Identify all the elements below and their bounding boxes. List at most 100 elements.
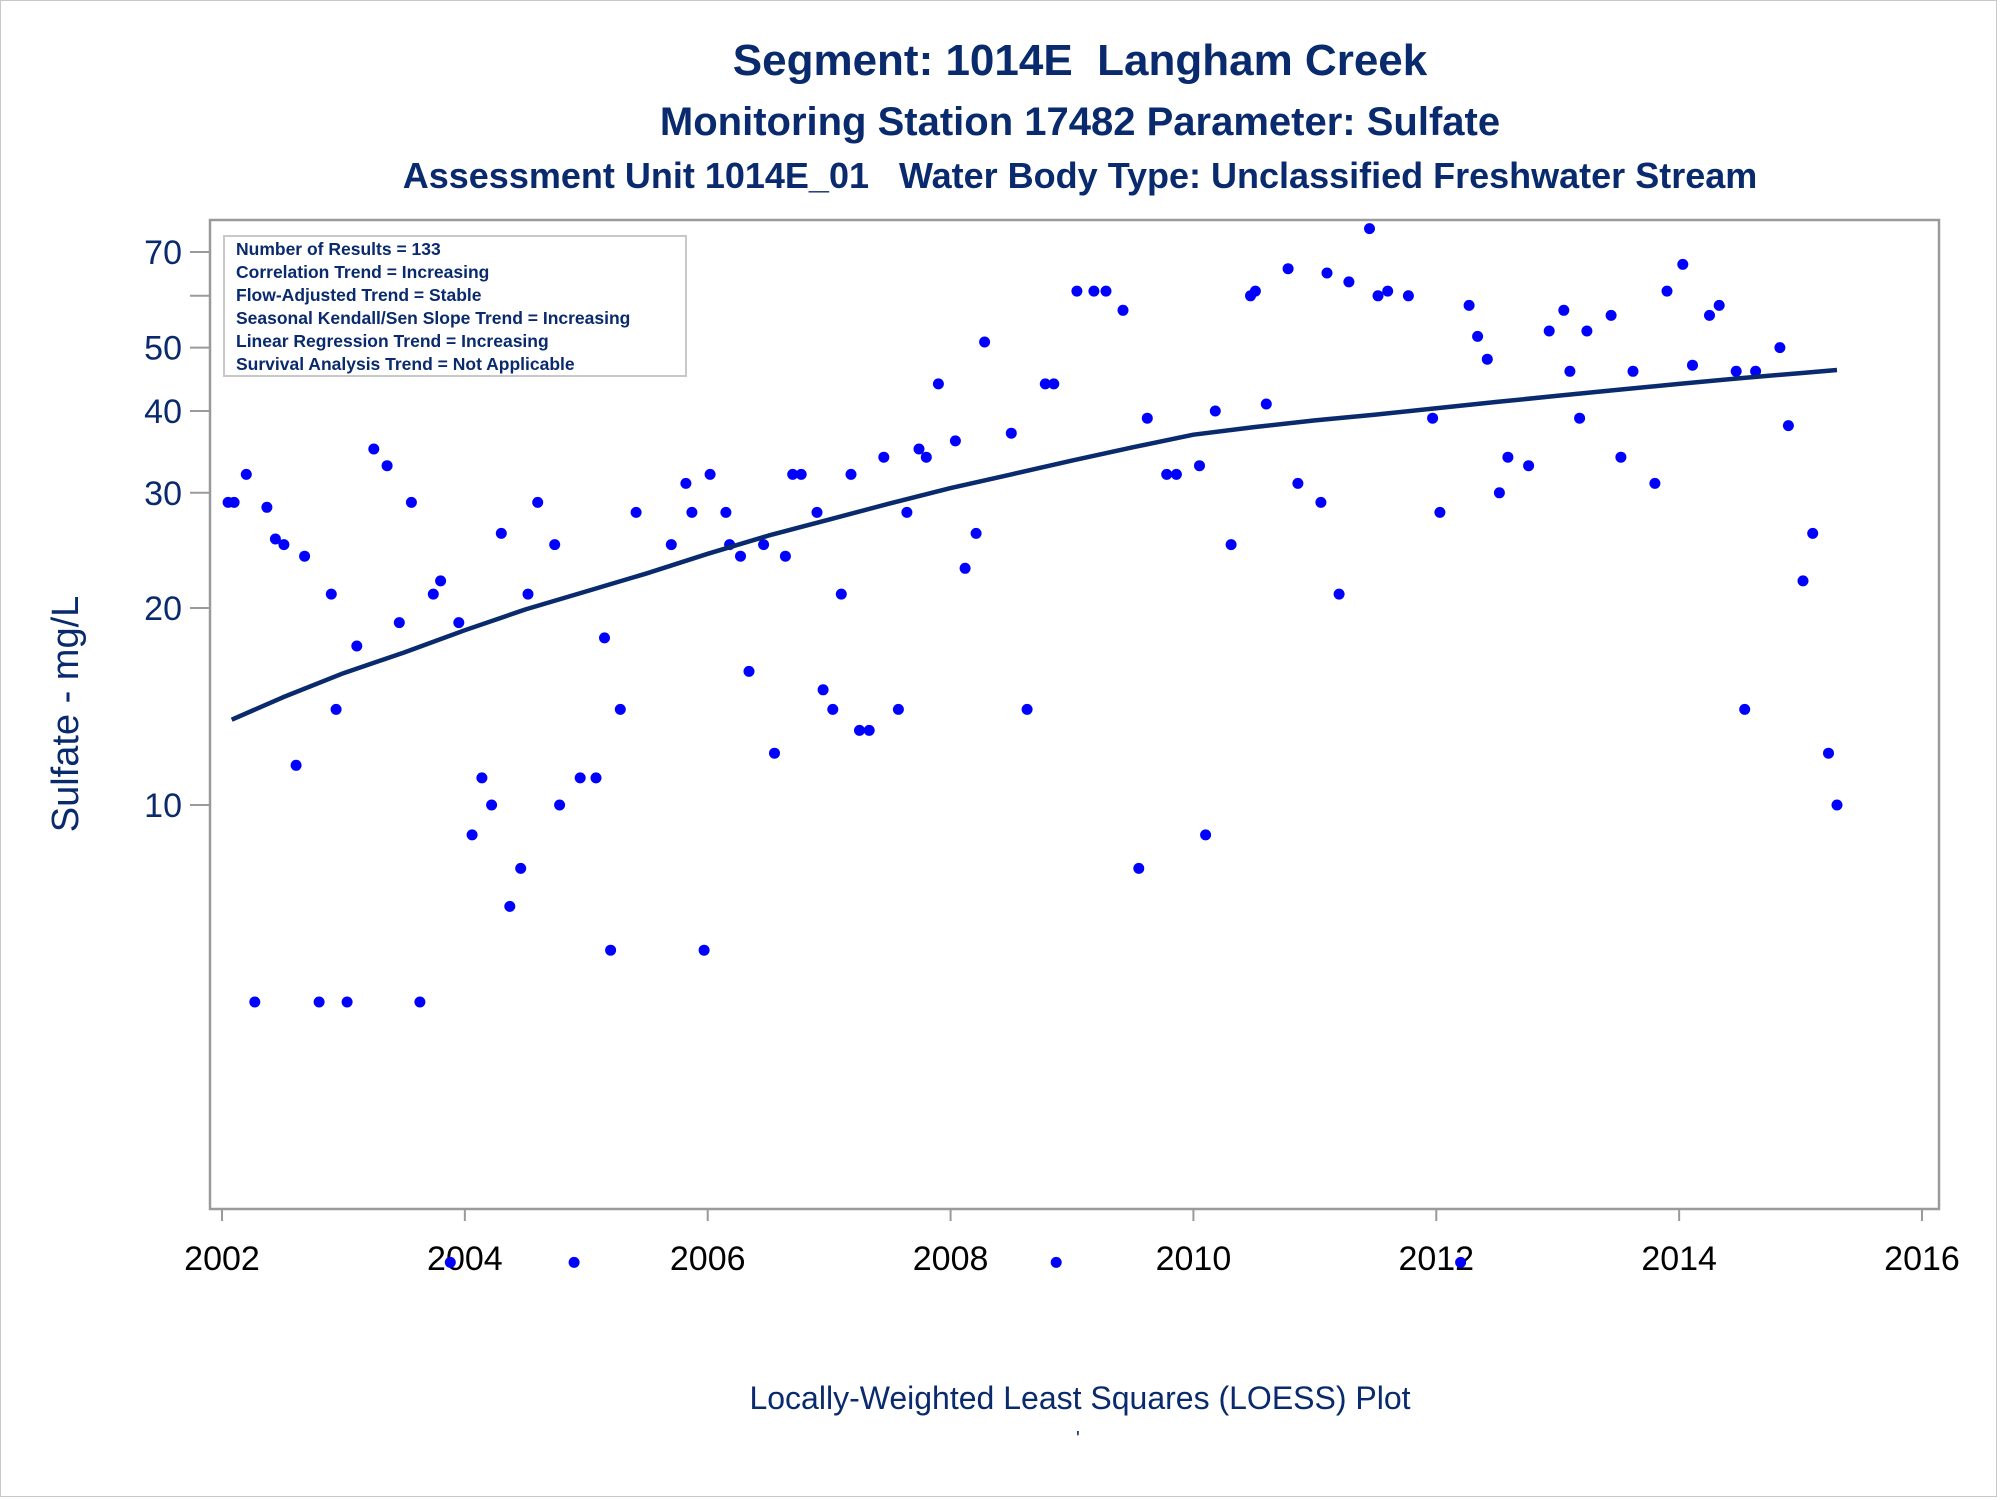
data-point: [466, 829, 478, 841]
data-point: [1564, 365, 1576, 377]
chart-subtitle-2: Assessment Unit 1014E_01 Water Body Type…: [402, 155, 1758, 196]
data-point: [313, 996, 325, 1008]
data-point: [1100, 285, 1112, 297]
data-point: [549, 539, 561, 551]
data-point: [1807, 527, 1819, 539]
y-tick-label: 20: [144, 590, 182, 628]
data-point: [1677, 258, 1689, 270]
data-point: [1088, 285, 1100, 297]
data-point: [614, 703, 626, 715]
data-point: [854, 724, 865, 736]
curve-layer: [230, 367, 1838, 722]
data-point: [1543, 325, 1555, 337]
y-tick-label: 10: [144, 787, 182, 825]
data-point: [574, 772, 586, 784]
data-point: [1713, 299, 1725, 311]
data-point: [1823, 747, 1834, 759]
x-tick-label: 2002: [184, 1240, 260, 1278]
y-tick-label: 50: [144, 330, 182, 368]
data-point: [1574, 412, 1586, 424]
data-point: [1463, 299, 1475, 311]
data-point: [787, 468, 799, 480]
data-point: [1402, 290, 1414, 302]
data-point: [845, 468, 857, 480]
data-point: [1194, 460, 1205, 472]
legend-line: Flow-Adjusted Trend = Stable: [236, 285, 482, 305]
data-point: [769, 747, 780, 759]
data-point: [1687, 359, 1698, 371]
data-point: [269, 533, 281, 545]
data-point: [381, 460, 393, 472]
data-point: [554, 799, 566, 811]
data-point: [476, 772, 488, 784]
data-point: [495, 527, 507, 539]
data-point: [949, 435, 961, 447]
data-point: [1117, 304, 1129, 316]
data-point: [1649, 477, 1661, 489]
data-point: [1050, 1256, 1062, 1268]
data-point: [504, 900, 516, 912]
data-point: [522, 588, 534, 600]
data-point: [1782, 420, 1794, 432]
data-point: [1021, 703, 1033, 715]
data-point: [1071, 285, 1083, 297]
legend-line: Survival Analysis Trend = Not Applicable: [236, 354, 575, 374]
data-point: [1209, 405, 1221, 417]
data-point: [1615, 451, 1627, 463]
data-point: [1427, 412, 1439, 424]
data-point: [325, 588, 337, 600]
data-point: [330, 703, 342, 715]
data-point: [878, 451, 890, 463]
data-point: [892, 703, 904, 715]
data-point: [351, 640, 363, 652]
data-point: [1704, 309, 1715, 321]
data-point: [341, 996, 353, 1008]
data-point: [1372, 290, 1384, 302]
data-point: [1141, 412, 1153, 424]
data-point: [1282, 263, 1294, 275]
data-point: [1774, 342, 1786, 354]
data-point: [1005, 427, 1017, 439]
x-tick-label: 2006: [670, 1240, 746, 1278]
data-point: [1249, 285, 1261, 297]
footer-mark: ': [1076, 1428, 1080, 1450]
data-point: [1455, 1256, 1467, 1268]
data-point: [735, 550, 746, 562]
data-point: [605, 944, 617, 956]
data-point: [405, 496, 417, 508]
x-tick-label: 2008: [913, 1240, 989, 1278]
data-point: [630, 506, 642, 518]
legend-line: Number of Results = 133: [236, 239, 441, 259]
data-point: [901, 506, 913, 518]
chart-title: Segment: 1014E Langham Creek: [732, 36, 1428, 85]
data-point: [932, 378, 944, 390]
legend-box: [223, 235, 687, 377]
data-point: [486, 799, 498, 811]
legend-line: Seasonal Kendall/Sen Slope Trend = Incre…: [236, 308, 630, 328]
data-point: [1558, 304, 1570, 316]
data-point: [698, 944, 710, 956]
data-point: [979, 336, 991, 348]
data-point: [599, 632, 610, 644]
data-point: [1382, 285, 1394, 297]
y-tick-label: 30: [144, 475, 182, 513]
x-tick-label: 2016: [1884, 1240, 1960, 1278]
data-point: [1605, 309, 1617, 321]
data-point: [1292, 477, 1304, 489]
data-point: [913, 443, 925, 455]
data-point: [1831, 799, 1843, 811]
legend-line: Correlation Trend = Increasing: [236, 262, 489, 282]
data-point: [779, 550, 791, 562]
data-point: [1048, 378, 1060, 390]
data-point: [453, 617, 465, 629]
y-axis-title: Sulfate - mg/L: [45, 596, 87, 833]
data-point: [290, 759, 302, 771]
data-point: [1343, 276, 1355, 288]
data-point: [240, 468, 252, 480]
data-point: [680, 477, 692, 489]
y-tick-label: 40: [144, 393, 182, 431]
data-point: [414, 996, 426, 1008]
data-point: [532, 496, 544, 508]
